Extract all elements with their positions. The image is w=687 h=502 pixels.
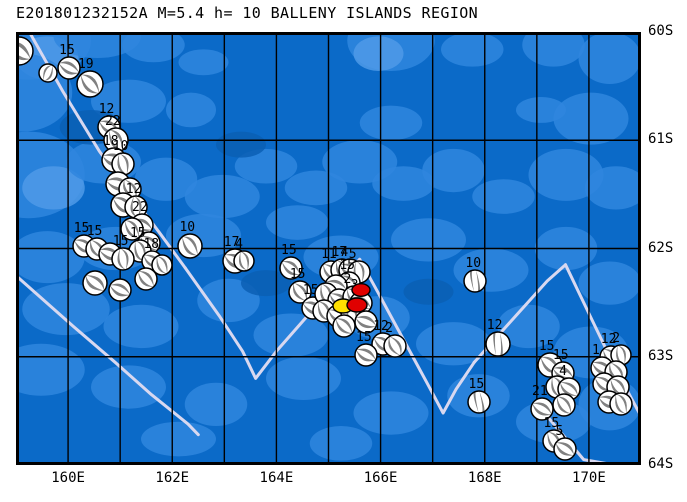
beachball-depth-label: 15 <box>468 377 485 393</box>
beachball-depth-label: 11 <box>321 247 337 263</box>
beachball-depth-label: 2 <box>612 330 621 346</box>
focal-mechanism-beachball <box>346 297 368 313</box>
focal-mechanism-beachball <box>124 195 148 220</box>
beachball-depth-label: 10 <box>465 255 482 271</box>
beachball-depth-label: 15 <box>112 234 129 250</box>
beachball-depth-label: 12 <box>125 182 142 198</box>
beachball-depth-label: 1 <box>591 342 600 358</box>
beachball-depth-label: 12 <box>600 331 617 347</box>
beachball-depth-label: 19 <box>77 56 94 72</box>
focal-mechanism-beachball <box>233 250 255 273</box>
focal-mechanism-beachball <box>552 393 576 418</box>
beachball-depth-label: 4 <box>340 245 349 261</box>
beachball-depth-label: 12 <box>486 317 503 333</box>
beachball-depth-label: 17 <box>331 245 348 261</box>
figure-title: E201801232152A M=5.4 h= 10 BALLENY ISLAN… <box>16 4 479 22</box>
beachball-depth-label: 18 <box>143 237 160 253</box>
beachball-depth-label: 12 <box>98 102 115 118</box>
beachball-depth-label: 15 <box>339 258 355 274</box>
focal-mechanism-beachball <box>108 277 132 302</box>
x-axis-tick-label: 168E <box>467 470 502 486</box>
focal-mechanism-beachball <box>354 342 378 367</box>
beachball-depth-label: 4 <box>235 237 243 253</box>
focal-mechanism-beachball <box>119 217 144 241</box>
beachball-depth-label: 4 <box>559 364 567 380</box>
beachball-depth-label: 22 <box>105 114 121 130</box>
focal-mechanism-beachball <box>76 70 104 98</box>
beachball-depth-label: 15 <box>281 242 297 258</box>
y-axis-tick-label: 62S <box>648 239 674 256</box>
focal-mechanism-beachball <box>288 280 312 304</box>
focal-mechanism-beachball <box>463 269 488 293</box>
focal-mechanism-beachball <box>530 396 554 421</box>
beachball-depth-label: 10 <box>179 220 196 236</box>
beachball-depth-label: 15 <box>73 221 90 237</box>
beachball-depth-label: 15 <box>16 32 22 39</box>
focal-mechanism-beachball <box>111 247 135 272</box>
x-axis-tick-label: 162E <box>155 470 190 486</box>
focal-mechanism-beachball <box>82 270 108 296</box>
focal-mechanism-beachball <box>351 282 371 297</box>
focal-mechanism-beachball <box>354 310 378 334</box>
focal-mechanism-beachball <box>332 314 356 339</box>
focal-mechanism-beachball <box>16 36 34 67</box>
beachball-depth-label: 15 <box>86 223 103 239</box>
beachball-depth-label: 15 <box>59 42 75 58</box>
x-axis-tick-label: 164E <box>259 470 294 486</box>
beachball-depth-label: 2 <box>343 272 352 288</box>
beachball-depth-label: 17 <box>223 235 240 251</box>
focal-mechanism-beachball <box>57 55 81 80</box>
focal-mechanism-beachball <box>151 253 173 276</box>
focal-mechanism-beachball <box>177 233 204 260</box>
focal-mechanism-beachball <box>466 390 491 414</box>
beachball-depth-label: 15 <box>289 266 306 282</box>
x-axis-tick-label: 166E <box>363 470 398 486</box>
focal-mechanism-beachball <box>553 437 578 461</box>
y-axis-tick-label: 61S <box>648 131 674 148</box>
beachball-depth-label: 22 <box>132 199 148 215</box>
focal-mechanism-beachball <box>383 334 407 358</box>
y-axis-tick-label: 60S <box>648 23 674 39</box>
map-plot-area: 1515191222181012221515151518101741515151… <box>16 32 641 465</box>
x-axis-tick-label: 160E <box>51 470 85 486</box>
focal-mechanism-beachball <box>485 330 511 357</box>
beachball-depth-label: 15 <box>543 416 560 432</box>
beachball-depth-label: 15 <box>129 225 146 241</box>
focal-mechanism-beachball <box>134 267 158 291</box>
focal-mechanism-beachball <box>609 392 633 417</box>
beachball-depth-label: 2 <box>385 320 393 336</box>
focal-mechanism-beachball <box>610 343 632 366</box>
beachball-depth-label: 12 <box>373 318 389 334</box>
y-axis-tick-label: 63S <box>648 347 674 364</box>
x-axis-tick-label: 170E <box>572 470 606 486</box>
beachball-depth-label: 15 <box>538 339 555 355</box>
focal-mechanism-beachball <box>38 63 59 83</box>
beachball-depth-label: 21 <box>532 383 548 399</box>
beachball-depth-label: 5 <box>555 423 564 439</box>
beachball-depth-label: 15 <box>356 329 372 345</box>
y-axis-tick-label: 64S <box>648 456 674 472</box>
beachball-depth-label: 5 <box>348 247 357 263</box>
beachball-depth-label: 15 <box>552 347 569 363</box>
beachball-depth-label: 10 <box>112 139 129 155</box>
beachball-depth-label: 18 <box>102 133 119 149</box>
focal-mechanism-beachball <box>279 256 303 280</box>
